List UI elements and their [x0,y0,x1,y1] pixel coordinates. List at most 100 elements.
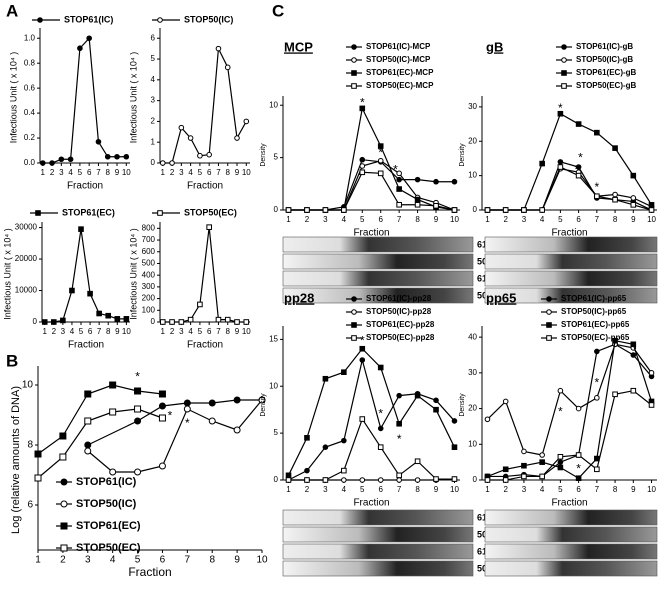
marker [49,160,55,166]
marker [433,476,439,482]
series-line [162,46,247,164]
x-tick-label: 4 [540,485,545,494]
x-tick-label: 1 [42,327,47,336]
blot-lane [282,560,474,577]
blot-lane [282,270,474,287]
marker [433,397,439,404]
x-tick-label: 5 [558,485,563,494]
x-tick-label: 2 [170,327,175,336]
marker [208,417,216,425]
marker [341,477,347,483]
marker [206,224,212,230]
marker [178,319,185,325]
x-axis-label: Fraction [551,228,587,239]
marker [594,193,600,200]
legend-label: STOP50(EC)-gB [576,81,637,90]
x-tick-label: 9 [235,327,240,336]
legend-label: STOP50(IC)-pp28 [366,307,432,316]
legend-label: STOP50(EC)-MCP [366,81,434,90]
marker [377,157,384,164]
marker [123,316,130,322]
marker [451,418,458,424]
x-tick-label: 6 [378,485,383,494]
marker [539,473,545,480]
series-line [487,343,653,456]
marker [484,207,491,213]
marker [134,417,142,425]
y-tick-label: 10 [468,171,477,180]
marker [648,402,655,408]
marker [359,169,366,176]
legend-label: STOP50(IC)-pp65 [561,307,627,316]
marker [539,207,545,213]
marker [594,129,600,136]
marker [451,178,458,185]
marker [84,447,92,455]
marker [208,399,216,407]
marker [233,396,241,404]
x-tick-label: 3 [59,168,64,177]
marker [304,435,310,441]
x-axis-label: Fraction [353,228,389,239]
marker [414,176,421,183]
marker [35,210,41,216]
y-tick-label: 0.8 [24,58,36,67]
blot-lane [484,526,658,543]
marker [396,477,402,483]
marker [134,468,142,476]
legend-label: STOP50(EC)-pp65 [561,333,630,342]
x-tick-label: 1 [485,485,490,494]
marker [215,45,222,52]
annotation: * [378,407,383,421]
marker [197,152,203,159]
marker [243,118,250,125]
marker [433,203,439,209]
legend-label: STOP61(EC)-pp28 [366,320,435,329]
y-tick-label: 40 [468,332,477,341]
marker [561,83,567,89]
marker [539,459,545,465]
y-tick-label: 10000 [15,286,38,295]
series-line [487,112,653,211]
marker [502,466,509,473]
x-tick-label: 7 [397,485,402,494]
y-tick-label: 20 [468,404,477,413]
y-tick-label: 5 [151,54,156,63]
x-axis-label: Fraction [68,340,104,351]
marker [351,309,357,315]
marker [158,402,166,410]
marker [433,406,439,413]
marker [359,163,366,169]
marker [169,319,175,325]
y-tick-label: 1.0 [24,33,36,42]
marker [575,121,582,127]
x-tick-label: 2 [503,485,508,494]
x-tick-label: 4 [110,555,116,566]
marker [285,472,292,479]
x-tick-label: 3 [179,327,184,336]
marker [60,544,68,552]
marker [243,319,250,325]
blot-lane [484,543,658,560]
annotation: * [378,146,383,160]
x-tick-label: 9 [115,327,120,336]
x-tick-label: 8 [613,485,618,494]
y-tick-label: 30 [468,368,477,377]
marker [433,178,439,185]
marker [34,450,42,458]
marker [359,156,366,163]
x-tick-label: 1 [286,485,291,494]
marker [157,17,163,23]
marker [521,207,527,213]
x-tick-label: 9 [631,485,636,494]
marker [58,156,65,163]
blot-lane [282,509,474,526]
panel-label: A [6,1,18,20]
x-tick-label: 8 [613,215,618,224]
marker [575,452,582,458]
marker [630,172,637,179]
marker [557,159,564,165]
marker [158,414,166,422]
marker [304,477,310,483]
marker [575,475,582,482]
